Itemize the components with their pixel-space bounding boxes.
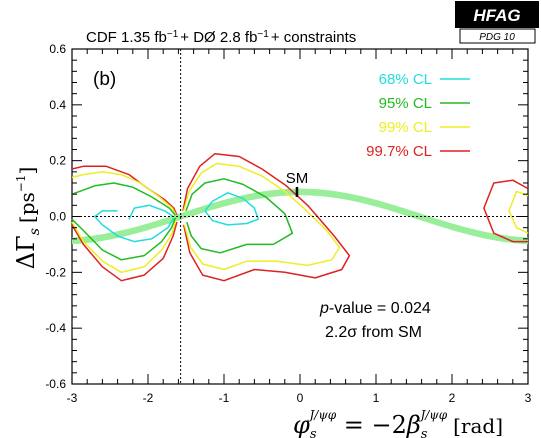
axis-ticks bbox=[71, 48, 529, 385]
legend-label: 99% CL bbox=[379, 119, 432, 136]
x-tick-labels: -3 -2 -1 0 1 2 3 bbox=[67, 391, 532, 405]
chart-title: CDF 1.35 fb−1 + DØ 2.8 fb−1 + constraints bbox=[86, 29, 356, 47]
contour-99-7-cl-path-3 bbox=[483, 179, 529, 243]
reference-lines bbox=[72, 49, 528, 384]
contour-99-7-cl-path-1 bbox=[71, 221, 178, 282]
y-tick-label: 0.6 bbox=[49, 42, 66, 56]
pdg-badge-text: PDG 10 bbox=[479, 32, 515, 43]
plot-area bbox=[71, 48, 529, 385]
title-exp-2: −1 bbox=[257, 29, 269, 40]
y-axis-title-text: ΔΓs [ps−1] bbox=[12, 167, 43, 270]
sm-marker: SM bbox=[286, 170, 309, 197]
y-tick-label: -0.2 bbox=[45, 265, 66, 279]
legend-label: 99.7% CL bbox=[366, 143, 432, 160]
legend-label: 95% CL bbox=[379, 95, 432, 112]
hfag-badge-box bbox=[455, 1, 539, 28]
legend-label: 68% CL bbox=[379, 71, 432, 88]
y-tick-label: -0.6 bbox=[45, 377, 66, 391]
contour-99-cl-path-3 bbox=[508, 190, 529, 234]
contour-99-cl-path-0 bbox=[71, 171, 177, 216]
xlabel-beta: β bbox=[406, 411, 421, 438]
xlabel-sub2: s bbox=[421, 427, 428, 438]
title-part-3: + constraints bbox=[271, 29, 356, 46]
pvalue-p: p bbox=[319, 300, 329, 317]
y-tick-labels: -0.6 -0.4 -0.2 0.0 0.2 0.4 0.6 bbox=[45, 42, 66, 391]
x-tick-label: 2 bbox=[449, 391, 456, 405]
contour-99-7-cl-path-2 bbox=[182, 152, 351, 282]
hfag-badge: HFAG PDG 10 bbox=[455, 1, 539, 44]
x-tick-label: -2 bbox=[143, 391, 154, 405]
sm-label: SM bbox=[286, 170, 309, 187]
hfag-badge-text: HFAG bbox=[473, 6, 520, 25]
contour-68-cl-path-0 bbox=[128, 204, 174, 220]
panel-label: (b) bbox=[93, 69, 116, 90]
y-tick-label: 0.0 bbox=[49, 210, 66, 224]
contour-99-cl-path-2 bbox=[182, 162, 341, 271]
x-tick-label: 1 bbox=[373, 391, 380, 405]
title-part-1: CDF 1.35 fb bbox=[86, 29, 167, 46]
y-axis-title: ΔΓs [ps−1] bbox=[12, 167, 43, 270]
xlabel-phi: φ bbox=[293, 411, 310, 438]
contour-95-cl-path-1 bbox=[71, 217, 177, 261]
pvalue-annotation: p-value = 0.024 bbox=[319, 300, 431, 317]
contour-95-cl-path-2 bbox=[185, 178, 294, 254]
title-part-2: + DØ 2.8 fb bbox=[180, 29, 257, 46]
ylabel-exp: −1 bbox=[14, 175, 28, 193]
xlabel-sup: J/ψφ bbox=[306, 408, 336, 422]
contour-99-cl-path-1 bbox=[71, 219, 177, 274]
contour-95-cl-path-0 bbox=[71, 182, 176, 216]
xlabel-sup2: J/ψφ bbox=[417, 408, 447, 422]
contour-layer bbox=[71, 152, 529, 282]
ylabel-close: ] bbox=[15, 167, 39, 175]
y-tick-label: 0.2 bbox=[49, 154, 66, 168]
x-axis-title: φsJ/ψφ = −2βsJ/ψφ [rad] bbox=[293, 408, 503, 438]
x-tick-label: 3 bbox=[525, 391, 532, 405]
title-exp-1: −1 bbox=[167, 29, 179, 40]
ylabel-delta: ΔΓ bbox=[12, 235, 40, 269]
xlabel-eq: = −2 bbox=[336, 411, 407, 438]
xlabel-unit: [rad] bbox=[453, 414, 503, 438]
pvalue-text: -value = 0.024 bbox=[329, 300, 431, 317]
ylabel-sub: s bbox=[27, 228, 43, 235]
contour-68-cl-path-1 bbox=[94, 210, 175, 243]
contour-68-cl-path-2 bbox=[204, 192, 259, 226]
x-tick-label: -1 bbox=[219, 391, 230, 405]
ylabel-unit: [ps bbox=[15, 192, 39, 223]
x-tick-label: 0 bbox=[297, 391, 304, 405]
x-tick-label: -3 bbox=[67, 391, 78, 405]
pdg-badge-box bbox=[459, 28, 536, 44]
sigma-annotation: 2.2σ from SM bbox=[325, 324, 422, 341]
legend: 68% CL 95% CL 99% CL 99.7% CL bbox=[366, 71, 470, 160]
xlabel-sub: s bbox=[310, 427, 317, 438]
y-tick-label: -0.4 bbox=[45, 321, 66, 335]
y-tick-label: 0.4 bbox=[49, 98, 66, 112]
